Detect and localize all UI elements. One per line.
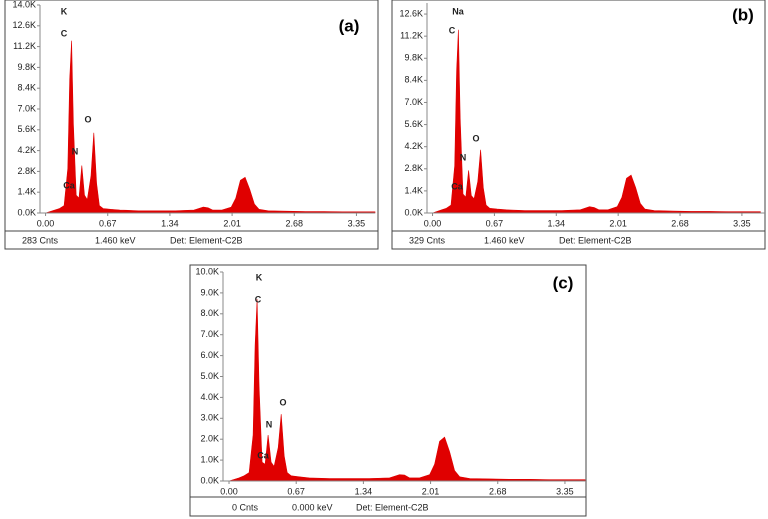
y-tick-label: 1.4K [404, 185, 423, 195]
peak-label: C [61, 28, 68, 38]
spectrum-area [228, 299, 586, 482]
panel-title: (b) [732, 5, 754, 24]
x-tick-label: 0.00 [37, 218, 55, 228]
peak-label: O [279, 397, 286, 407]
y-tick-label: 1.0K [200, 454, 219, 464]
x-tick-label: 0.67 [99, 218, 117, 228]
y-tick-label: 0.0K [17, 207, 36, 217]
x-tick-label: 2.68 [489, 486, 507, 496]
y-tick-label: 7.0K [17, 103, 36, 113]
panel-title: (c) [553, 273, 574, 292]
footer-text: 329 Cnts [409, 235, 446, 245]
x-tick-label: 2.68 [286, 218, 304, 228]
x-tick-label: 2.01 [223, 218, 241, 228]
peak-label: O [472, 133, 479, 143]
x-tick-label: 3.35 [348, 218, 366, 228]
panel-title: (a) [339, 16, 360, 35]
y-tick-label: 9.8K [17, 62, 36, 72]
footer-text: 283 Cnts [22, 235, 59, 245]
peak-label: N [72, 146, 79, 156]
y-tick-label: 9.0K [200, 287, 219, 297]
y-tick-label: 8.4K [404, 75, 423, 85]
footer-text: Det: Element-C2B [356, 502, 429, 512]
y-tick-label: 5.6K [404, 119, 423, 129]
y-tick-label: 0.0K [200, 475, 219, 485]
y-tick-label: 11.2K [400, 31, 423, 41]
y-tick-label: 2.8K [17, 166, 36, 176]
peak-label: N [266, 419, 273, 429]
peak-label: Na [452, 6, 464, 16]
y-tick-label: 4.0K [200, 392, 219, 402]
x-tick-label: 1.34 [161, 218, 179, 228]
y-tick-label: 12.6K [399, 8, 423, 18]
footer-text: 1.460 keV [484, 235, 525, 245]
y-tick-label: 7.0K [404, 97, 423, 107]
peak-label: O [84, 114, 91, 124]
x-tick-label: 0.67 [287, 486, 305, 496]
y-tick-label: 2.0K [200, 434, 219, 444]
footer-text: 0 Cnts [232, 502, 259, 512]
y-tick-label: 8.0K [200, 308, 219, 318]
spectrum-area [45, 40, 376, 214]
footer-text: Det: Element-C2B [559, 235, 632, 245]
y-tick-label: 8.4K [17, 83, 36, 93]
y-tick-label: 7.0K [200, 329, 219, 339]
footer-text: 0.000 keV [292, 502, 333, 512]
x-tick-label: 0.67 [486, 218, 504, 228]
y-tick-label: 1.4K [17, 187, 36, 197]
y-tick-label: 5.6K [17, 124, 36, 134]
x-tick-label: 1.34 [548, 218, 566, 228]
y-tick-label: 12.6K [12, 20, 36, 30]
y-tick-label: 6.0K [200, 350, 219, 360]
x-tick-label: 3.35 [556, 486, 574, 496]
peak-label: K [256, 272, 263, 282]
x-tick-label: 1.34 [355, 486, 373, 496]
y-tick-label: 3.0K [200, 413, 219, 423]
y-tick-label: 9.8K [404, 53, 423, 63]
x-tick-label: 0.00 [424, 218, 442, 228]
peak-label: N [460, 152, 467, 162]
peak-label: Ca [63, 180, 75, 190]
peak-label: K [61, 6, 68, 16]
x-tick-label: 0.00 [220, 486, 238, 496]
y-tick-label: 5.0K [200, 371, 219, 381]
x-tick-label: 3.35 [733, 218, 751, 228]
y-tick-label: 14.0K [12, 0, 36, 9]
peak-label: C [255, 294, 262, 304]
y-tick-label: 4.2K [17, 145, 36, 155]
y-tick-label: 10.0K [195, 266, 219, 276]
y-tick-label: 11.2K [13, 41, 36, 51]
y-tick-label: 0.0K [404, 207, 423, 217]
spectrum-area [432, 29, 761, 214]
footer-text: Det: Element-C2B [170, 235, 243, 245]
y-tick-label: 2.8K [404, 163, 423, 173]
x-tick-label: 2.68 [671, 218, 689, 228]
x-tick-label: 2.01 [609, 218, 627, 228]
x-tick-label: 2.01 [422, 486, 440, 496]
peak-label: Ca [451, 181, 463, 191]
peak-label: Ca [257, 450, 269, 460]
peak-label: C [449, 25, 456, 35]
y-tick-label: 4.2K [404, 141, 423, 151]
footer-text: 1.460 keV [95, 235, 136, 245]
